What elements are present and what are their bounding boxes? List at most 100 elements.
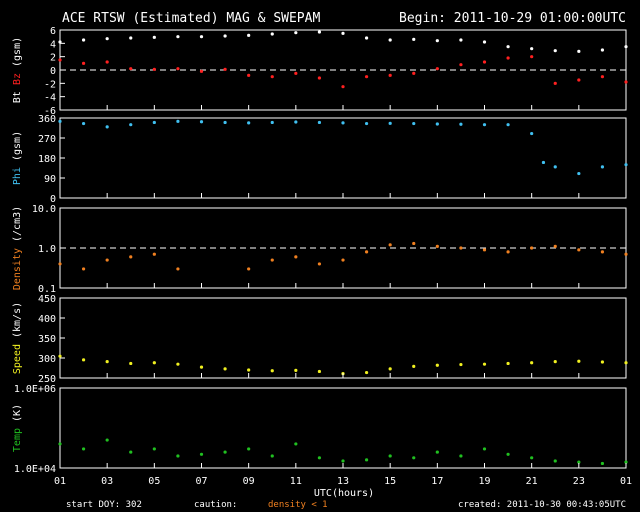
- data-point: [435, 363, 439, 367]
- data-point: [459, 454, 463, 458]
- y-tick-label: 90: [44, 174, 56, 185]
- data-point: [317, 262, 322, 266]
- y-axis-label-part: Speed: [12, 344, 23, 374]
- data-point: [577, 460, 581, 464]
- x-tick-label: 17: [431, 476, 443, 487]
- data-point: [530, 47, 534, 51]
- data-point: [577, 171, 581, 176]
- x-tick-label: 01: [54, 476, 66, 487]
- data-point: [152, 35, 156, 39]
- data-point: [459, 362, 463, 367]
- data-point: [223, 67, 227, 71]
- data-point: [176, 35, 180, 39]
- y-tick-label: 1.0E+04: [14, 464, 56, 475]
- x-tick-label: 21: [526, 476, 538, 487]
- data-point: [199, 69, 204, 73]
- x-tick-label: 09: [243, 476, 255, 487]
- data-point: [530, 55, 534, 59]
- data-point: [129, 255, 133, 259]
- data-point: [364, 370, 369, 375]
- y-tick-label: 350: [38, 334, 56, 345]
- series-bt: [58, 30, 628, 53]
- data-point: [600, 250, 605, 254]
- data-point: [482, 123, 487, 127]
- data-point: [247, 33, 251, 37]
- data-point: [435, 39, 439, 43]
- data-point: [223, 367, 227, 371]
- data-point: [176, 267, 180, 271]
- y-tick-label: 360: [38, 114, 56, 125]
- panel-phi: 360 270 180 90 0 Phi (gsm): [12, 114, 628, 205]
- y-tick-label: 10.0: [32, 204, 56, 215]
- data-point: [388, 38, 392, 42]
- x-axis-label: UTC(hours): [314, 488, 374, 499]
- data-point: [624, 45, 628, 49]
- data-point: [388, 243, 392, 247]
- y-axis-label: Density (/cm3): [12, 206, 23, 290]
- y-axis-label-part: Temp: [12, 428, 23, 452]
- y-axis-label: Temp (K): [12, 404, 23, 452]
- created-time: created: 2011-10-30 00:43:05UTC: [458, 500, 626, 510]
- x-tick-label: 23: [573, 476, 585, 487]
- data-point: [577, 49, 581, 53]
- y-axis-label: Speed (km/s): [12, 302, 23, 374]
- data-point: [247, 73, 251, 77]
- data-point: [152, 361, 156, 365]
- data-point: [270, 75, 274, 79]
- data-point: [294, 120, 298, 124]
- data-point: [577, 248, 581, 252]
- data-point: [152, 120, 156, 125]
- data-point: [388, 367, 392, 371]
- data-point: [129, 361, 133, 366]
- data-point: [459, 38, 463, 42]
- data-point: [506, 45, 510, 49]
- panel-speed: 450 400 350 300 250 Speed (km/s): [12, 294, 628, 385]
- y-tick-label: 180: [38, 154, 56, 165]
- data-point: [81, 38, 86, 42]
- y-axis-label-part: Bt: [12, 91, 23, 103]
- x-tick-label: 07: [195, 476, 207, 487]
- y-tick-label: 1.0: [38, 244, 56, 255]
- data-point: [506, 361, 510, 366]
- y-tick-label: 250: [38, 374, 56, 385]
- data-point: [624, 163, 628, 167]
- data-point: [412, 456, 416, 460]
- x-tick-label: 03: [101, 476, 113, 487]
- data-point: [624, 252, 628, 256]
- data-point: [624, 361, 628, 365]
- y-axis-label-part: (/cm3): [12, 206, 23, 248]
- data-point: [270, 32, 274, 36]
- data-point: [223, 34, 227, 38]
- x-tick-label: 01: [620, 476, 632, 487]
- data-point: [388, 73, 392, 77]
- data-point: [105, 360, 109, 364]
- data-point: [364, 121, 369, 126]
- data-point: [553, 244, 557, 248]
- data-point: [152, 447, 156, 451]
- data-point: [294, 368, 298, 372]
- data-point: [341, 121, 345, 125]
- data-point: [412, 241, 416, 246]
- data-point: [199, 365, 204, 369]
- y-tick-label: 6: [50, 26, 56, 37]
- data-point: [412, 121, 416, 126]
- data-point: [506, 452, 510, 456]
- data-point: [199, 452, 204, 456]
- data-point: [152, 67, 156, 71]
- panel-frame: [59, 387, 627, 469]
- data-point: [223, 450, 227, 454]
- data-point: [247, 447, 251, 451]
- data-point: [176, 362, 180, 366]
- y-axis-label-part: Bz: [12, 73, 23, 91]
- data-point: [624, 80, 628, 84]
- data-point: [341, 459, 345, 463]
- y-axis-label-part: (K): [12, 404, 23, 428]
- data-point: [459, 246, 463, 250]
- y-tick-label: 0: [50, 66, 56, 77]
- data-point: [600, 461, 605, 466]
- data-point: [482, 60, 487, 64]
- data-point: [58, 58, 62, 62]
- series-phi: [58, 119, 628, 176]
- data-point: [341, 258, 345, 262]
